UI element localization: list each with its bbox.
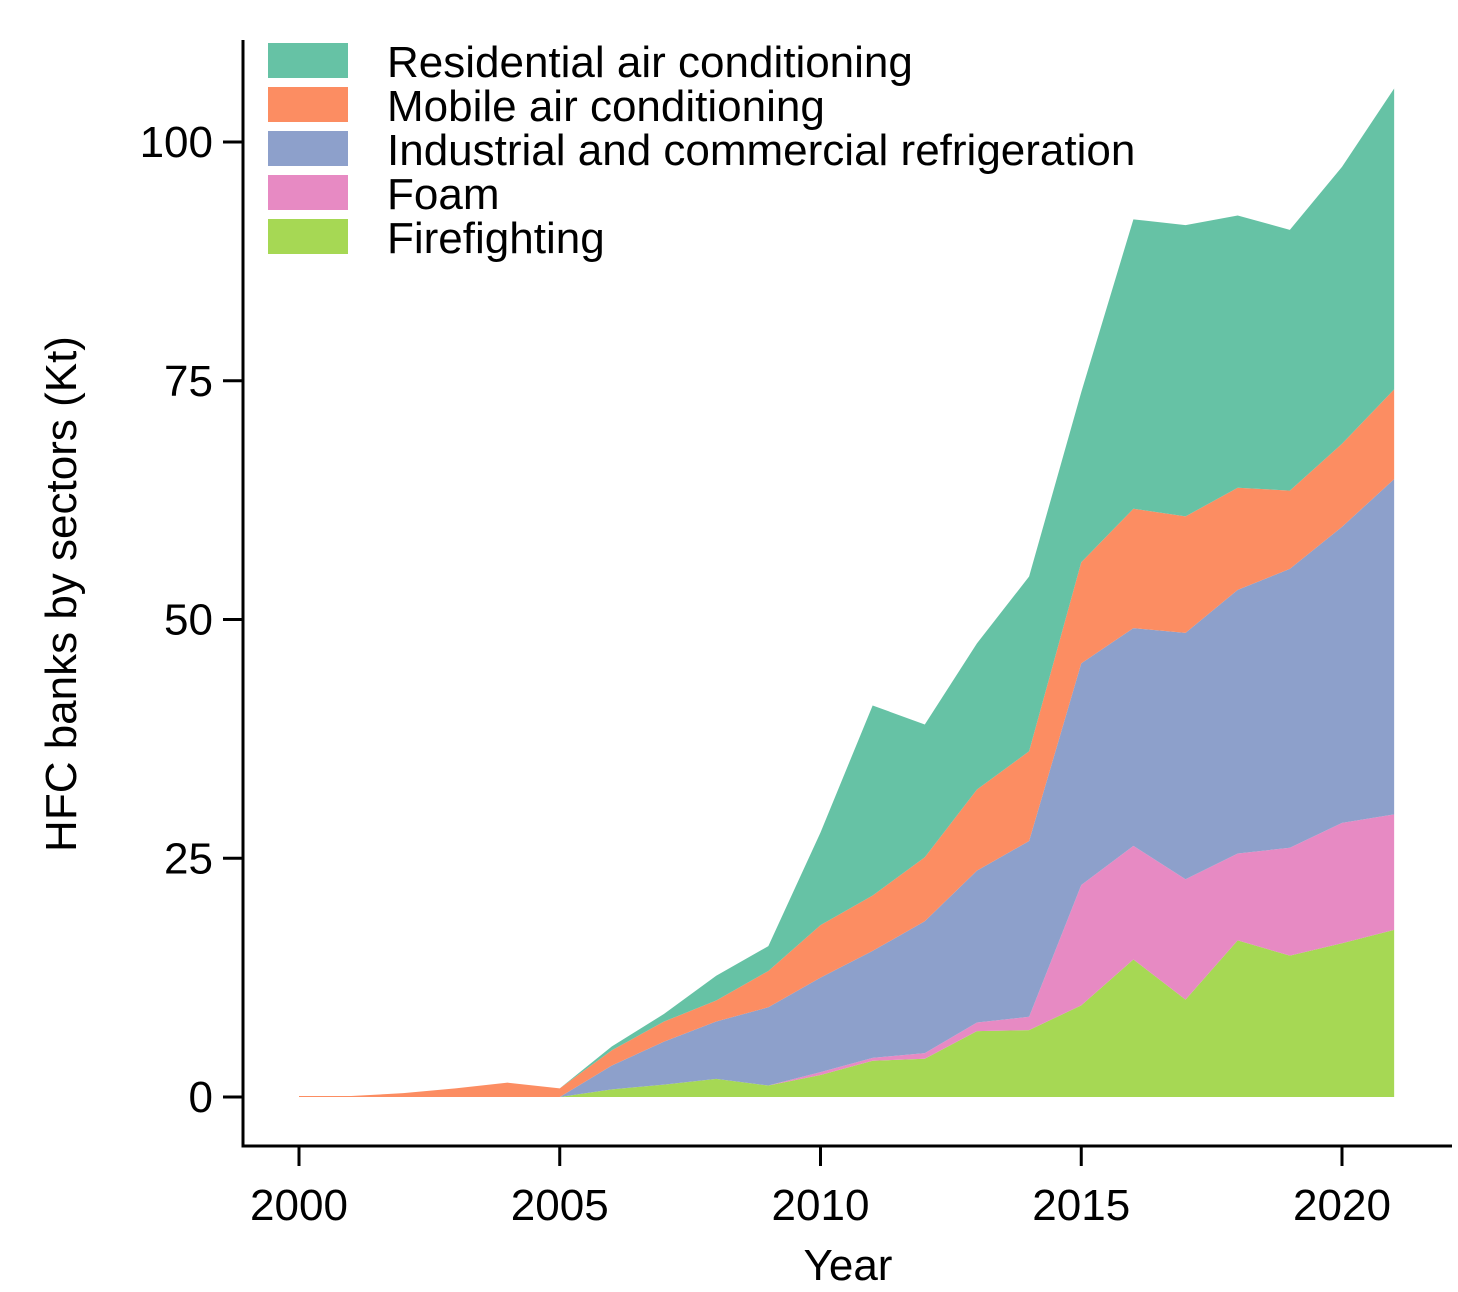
legend-swatch-residential-air-conditioning [268, 43, 348, 78]
area-firefighting [299, 929, 1395, 1097]
y-tick-label-50: 50 [164, 596, 213, 645]
y-tick-label-100: 100 [140, 118, 213, 167]
legend-label-firefighting: Firefighting [387, 214, 605, 263]
area-industrial-and-commercial-refrigeration [299, 479, 1395, 1097]
y-tick-label-0: 0 [189, 1073, 213, 1122]
y-axis-ticks: 0 25 50 75 100 [140, 118, 243, 1122]
legend-label-mobile-air-conditioning: Mobile air conditioning [387, 82, 825, 131]
stacked-area-layer [299, 88, 1395, 1098]
legend-label-foam: Foam [387, 170, 499, 219]
y-tick-label-25: 25 [164, 834, 213, 883]
legend-swatch-mobile-air-conditioning [268, 87, 348, 122]
x-tick-label-2020: 2020 [1293, 1181, 1391, 1230]
x-tick-label-2015: 2015 [1032, 1181, 1130, 1230]
legend-swatch-industrial-and-commercial-refrigeration [268, 131, 348, 166]
legend-label-industrial-and-commercial-refrigeration: Industrial and commercial refrigeration [387, 126, 1135, 175]
x-tick-label-2005: 2005 [511, 1181, 609, 1230]
x-tick-label-2010: 2010 [772, 1181, 870, 1230]
legend-label-residential-air-conditioning: Residential air conditioning [387, 38, 913, 87]
x-tick-label-2000: 2000 [250, 1181, 348, 1230]
x-axis-ticks: 2000 2005 2010 2015 2020 [250, 1146, 1391, 1230]
y-axis-title: HFC banks by sectors (Kt) [37, 336, 86, 852]
area-mobile-air-conditioning [299, 389, 1395, 1098]
x-axis-title: Year [804, 1241, 893, 1290]
y-tick-label-75: 75 [164, 357, 213, 406]
legend-swatch-firefighting [268, 219, 348, 254]
legend-swatch-foam [268, 175, 348, 210]
axes: 0 25 50 75 100 2000 2005 2010 2015 2020 [140, 40, 1452, 1230]
area-residential-air-conditioning [299, 88, 1395, 1097]
area-foam [299, 814, 1395, 1097]
